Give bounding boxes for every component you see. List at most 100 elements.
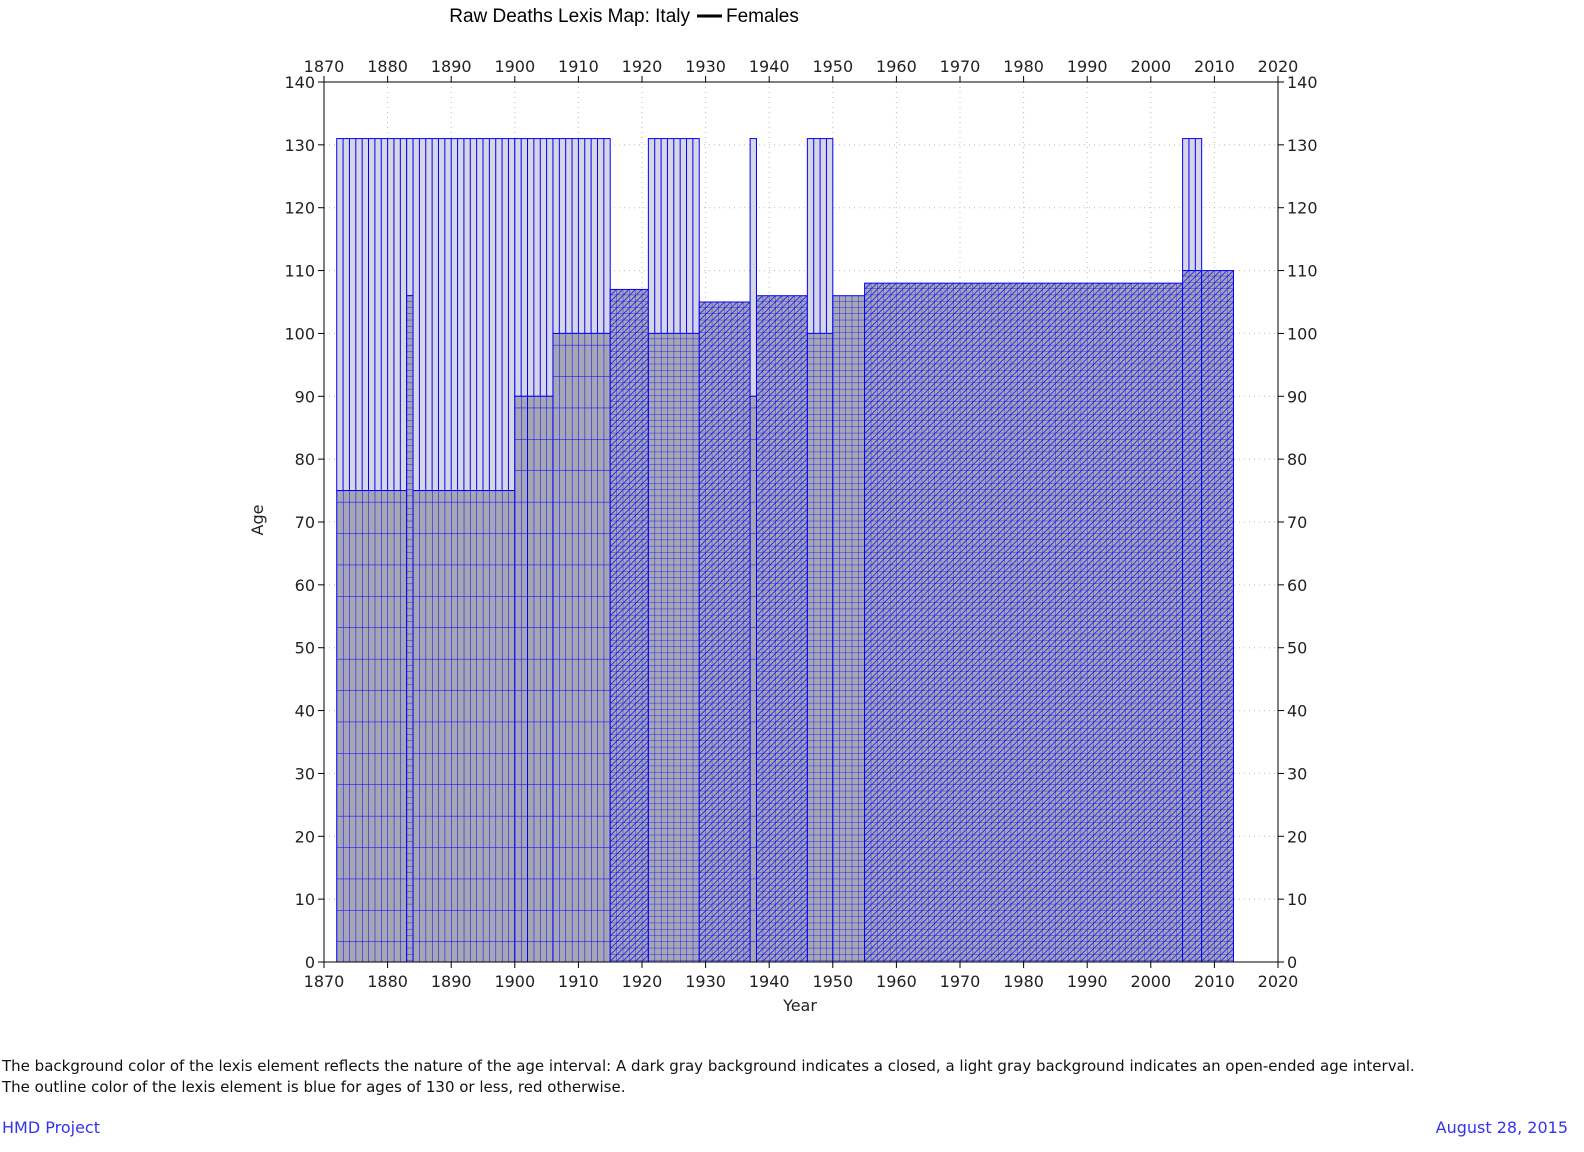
x-tick-label-bottom: 1980 bbox=[1003, 972, 1044, 991]
footnote-line-2: The outline color of the lexis element i… bbox=[2, 1078, 626, 1096]
x-tick-label-top: 2000 bbox=[1130, 57, 1171, 76]
chart-footnote: The background color of the lexis elemen… bbox=[2, 1056, 1415, 1098]
y-tick-label-right: 40 bbox=[1287, 702, 1307, 721]
lexis-grid-overlay bbox=[527, 395, 554, 963]
y-tick-label-right: 10 bbox=[1287, 890, 1307, 909]
x-tick-label-bottom: 1920 bbox=[622, 972, 663, 991]
footer-project-link[interactable]: HMD Project bbox=[2, 1118, 100, 1137]
x-tick-label-top: 1870 bbox=[304, 57, 345, 76]
y-tick-label-right: 110 bbox=[1287, 262, 1318, 281]
x-tick-label-top: 1930 bbox=[685, 57, 726, 76]
y-tick-label-right: 60 bbox=[1287, 576, 1307, 595]
y-tick-label-left: 120 bbox=[284, 199, 315, 218]
x-tick-label-top: 1940 bbox=[749, 57, 790, 76]
y-tick-label-left: 110 bbox=[284, 262, 315, 281]
x-tick-label-bottom: 1930 bbox=[685, 972, 726, 991]
y-tick-label-right: 120 bbox=[1287, 199, 1318, 218]
open-interval-element bbox=[552, 138, 611, 334]
open-interval-element bbox=[406, 138, 414, 297]
y-tick-label-right: 100 bbox=[1287, 324, 1318, 343]
x-tick-label-bottom: 1910 bbox=[558, 972, 599, 991]
lexis-grid-overlay bbox=[406, 295, 414, 963]
lexis-grid-overlay bbox=[552, 332, 611, 963]
lexis-grid-overlay bbox=[1182, 270, 1203, 963]
x-tick-label-bottom: 1880 bbox=[367, 972, 408, 991]
x-tick-label-bottom: 1900 bbox=[494, 972, 535, 991]
y-tick-label-left: 30 bbox=[295, 764, 315, 783]
y-tick-label-right: 80 bbox=[1287, 450, 1307, 469]
y-tick-label-right: 20 bbox=[1287, 827, 1307, 846]
open-interval-element bbox=[1182, 138, 1203, 272]
y-tick-label-right: 70 bbox=[1287, 513, 1307, 532]
x-tick-label-bottom: 2010 bbox=[1194, 972, 1235, 991]
legend-label-females: Females bbox=[726, 6, 799, 27]
y-tick-label-left: 100 bbox=[284, 324, 315, 343]
lexis-grid-overlay bbox=[698, 301, 751, 963]
lexis-period bbox=[412, 138, 516, 963]
lexis-period bbox=[514, 138, 529, 963]
axis-ticks: 1870 1870 1880 1880 1890 1890 1900 1900 1910 1910… bbox=[284, 57, 1317, 991]
y-tick-label-left: 20 bbox=[295, 827, 315, 846]
lexis-period bbox=[755, 295, 808, 963]
x-tick-label-top: 1960 bbox=[876, 57, 917, 76]
lexis-grid-overlay bbox=[647, 332, 700, 963]
lexis-period bbox=[832, 295, 866, 963]
lexis-period bbox=[552, 138, 611, 963]
lexis-period bbox=[806, 138, 834, 963]
footer-date: August 28, 2015 bbox=[1435, 1118, 1568, 1137]
lexis-grid-overlay bbox=[609, 288, 649, 963]
x-tick-label-bottom: 1960 bbox=[876, 972, 917, 991]
x-tick-label-top: 2020 bbox=[1258, 57, 1299, 76]
x-tick-label-top: 1970 bbox=[940, 57, 981, 76]
y-tick-label-left: 70 bbox=[295, 513, 315, 532]
lexis-period bbox=[609, 288, 649, 963]
lexis-elements bbox=[336, 138, 1234, 963]
y-tick-label-right: 50 bbox=[1287, 639, 1307, 658]
lexis-period bbox=[749, 138, 757, 963]
y-tick-label-left: 140 bbox=[284, 73, 315, 92]
x-axis-label: Year bbox=[782, 996, 817, 1015]
lexis-grid-overlay bbox=[749, 395, 757, 963]
y-tick-label-left: 0 bbox=[305, 953, 315, 972]
x-tick-label-top: 1920 bbox=[622, 57, 663, 76]
open-interval-element bbox=[336, 138, 408, 492]
x-tick-label-top: 1950 bbox=[812, 57, 853, 76]
lexis-period bbox=[1182, 138, 1203, 963]
lexis-grid-overlay bbox=[336, 490, 408, 963]
x-tick-label-top: 1910 bbox=[558, 57, 599, 76]
lexis-grid-overlay bbox=[755, 295, 808, 963]
x-tick-label-top: 1890 bbox=[431, 57, 472, 76]
lexis-grid-overlay bbox=[514, 395, 529, 963]
y-tick-label-right: 30 bbox=[1287, 764, 1307, 783]
open-interval-element bbox=[749, 138, 757, 397]
x-tick-label-bottom: 1890 bbox=[431, 972, 472, 991]
y-tick-label-left: 80 bbox=[295, 450, 315, 469]
y-tick-label-left: 40 bbox=[295, 702, 315, 721]
x-tick-label-top: 1900 bbox=[494, 57, 535, 76]
y-tick-label-right: 90 bbox=[1287, 387, 1307, 406]
y-tick-label-right: 140 bbox=[1287, 73, 1318, 92]
lexis-period bbox=[698, 301, 751, 963]
y-tick-label-left: 90 bbox=[295, 387, 315, 406]
y-tick-label-right: 0 bbox=[1287, 953, 1297, 972]
y-tick-label-right: 130 bbox=[1287, 136, 1318, 155]
y-axis-label: Age bbox=[248, 505, 267, 536]
x-tick-label-bottom: 1950 bbox=[812, 972, 853, 991]
lexis-grid-overlay bbox=[832, 295, 866, 963]
y-tick-label-left: 60 bbox=[295, 576, 315, 595]
x-tick-label-bottom: 1990 bbox=[1067, 972, 1108, 991]
footnote-line-1: The background color of the lexis elemen… bbox=[2, 1057, 1415, 1075]
lexis-period bbox=[406, 138, 414, 963]
lexis-chart: Raw Deaths Lexis Map: Italy Females 1870… bbox=[248, 6, 1318, 1015]
lexis-period bbox=[647, 138, 700, 963]
chart-title: Raw Deaths Lexis Map: Italy bbox=[449, 6, 690, 27]
x-tick-label-bottom: 2000 bbox=[1130, 972, 1171, 991]
x-tick-label-top: 1880 bbox=[367, 57, 408, 76]
x-tick-label-bottom: 1940 bbox=[749, 972, 790, 991]
lexis-period bbox=[864, 282, 1184, 963]
lexis-grid-overlay bbox=[864, 282, 1184, 963]
lexis-period bbox=[527, 138, 554, 963]
x-tick-label-top: 1990 bbox=[1067, 57, 1108, 76]
x-tick-label-top: 1980 bbox=[1003, 57, 1044, 76]
lexis-period bbox=[336, 138, 408, 963]
